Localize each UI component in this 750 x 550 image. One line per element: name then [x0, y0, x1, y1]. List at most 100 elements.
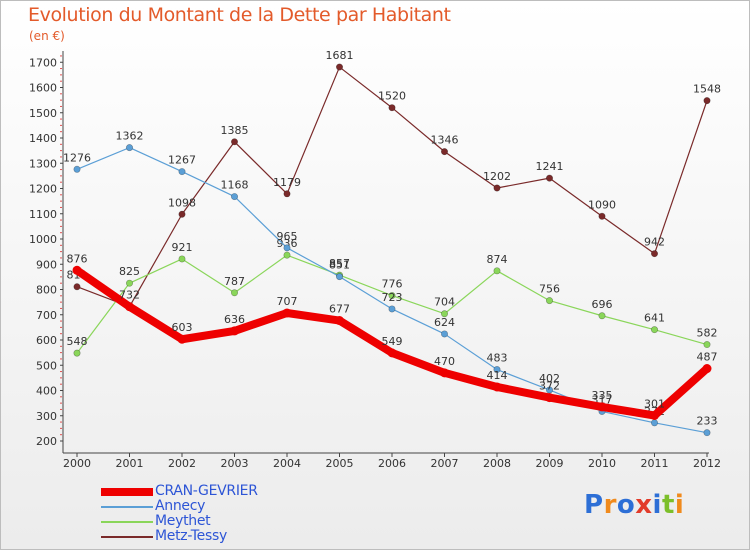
data-point-meythet: [126, 279, 134, 287]
data-label-meythet: 582: [697, 327, 718, 340]
data-point-meythet: [703, 341, 711, 349]
data-label-metz-tessy: 1202: [483, 170, 511, 183]
data-label-cran-gevrier: 732: [119, 289, 140, 302]
data-label-annecy: 1276: [63, 151, 91, 164]
x-tick-label: 2000: [63, 457, 91, 470]
data-label-meythet: 787: [224, 275, 245, 288]
data-point-metz-tessy: [440, 148, 448, 156]
data-point-cran-gevrier: [72, 265, 82, 275]
data-label-metz-tessy: 1090: [588, 198, 616, 211]
data-point-cran-gevrier: [387, 348, 397, 358]
data-label-cran-gevrier: 335: [592, 389, 613, 402]
data-label-meythet: 641: [644, 312, 665, 325]
x-tick-label: 2005: [326, 457, 354, 470]
y-tick-label: 300: [36, 410, 57, 423]
data-label-meythet: 825: [119, 265, 140, 278]
data-point-meythet: [283, 251, 291, 259]
data-label-meythet: 776: [382, 278, 403, 291]
data-point-cran-gevrier: [545, 393, 554, 403]
logo-letter: r: [603, 490, 617, 520]
logo-letter: t: [661, 490, 675, 520]
x-tick-label: 2001: [116, 457, 144, 470]
data-label-cran-gevrier: 636: [224, 313, 245, 326]
legend-swatch: [101, 488, 153, 496]
data-label-metz-tessy: 1385: [221, 124, 249, 137]
series-line-metz-tessy: [76, 66, 708, 308]
x-tick-label: 2003: [221, 457, 249, 470]
data-point-cran-gevrier: [335, 316, 344, 326]
data-point-annecy: [388, 305, 396, 313]
y-tick-label: 500: [36, 359, 57, 372]
y-tick-label: 400: [36, 385, 57, 398]
data-label-metz-tessy: 1520: [378, 90, 406, 103]
data-point-cran-gevrier: [702, 364, 712, 374]
data-label-metz-tessy: 1241: [536, 160, 564, 173]
data-point-cran-gevrier: [440, 368, 449, 378]
legend-label: CRAN-GEVRIER: [155, 483, 258, 499]
data-point-annecy: [178, 168, 186, 176]
data-label-annecy: 402: [539, 372, 560, 385]
chart-title: Evolution du Montant de la Dette par Hab…: [28, 4, 451, 26]
data-label-annecy: 624: [434, 316, 455, 329]
data-point-meythet: [545, 297, 553, 305]
data-point-meythet: [493, 267, 501, 275]
data-point-annecy: [703, 429, 711, 437]
data-label-annecy: 1267: [168, 154, 196, 167]
legend-swatch: [101, 506, 153, 508]
data-label-metz-tessy: 1548: [693, 83, 721, 96]
legend-swatch: [101, 536, 153, 538]
y-tick-label: 900: [36, 258, 57, 271]
data-label-meythet: 756: [539, 283, 560, 296]
y-tick-label: 1500: [29, 107, 57, 120]
data-label-metz-tessy: 1681: [326, 49, 354, 62]
data-point-metz-tessy: [231, 138, 239, 146]
data-point-annecy: [650, 419, 658, 427]
logo-letter: i: [674, 490, 685, 520]
data-label-metz-tessy: 1346: [431, 134, 459, 147]
x-tick-label: 2010: [588, 457, 616, 470]
data-label-metz-tessy: 1179: [273, 176, 301, 189]
x-tick-label: 2002: [168, 457, 196, 470]
data-label-metz-tessy: 1098: [168, 196, 196, 209]
data-point-metz-tessy: [388, 104, 396, 112]
data-point-metz-tessy: [598, 212, 606, 220]
data-point-cran-gevrier: [492, 382, 502, 392]
logo-letter: i: [652, 490, 662, 520]
data-point-metz-tessy: [178, 210, 186, 218]
data-point-annecy: [231, 193, 239, 201]
logo-letter: o: [616, 490, 636, 520]
data-point-meythet: [388, 292, 396, 300]
data-label-cran-gevrier: 414: [487, 369, 508, 382]
logo-letter: x: [635, 490, 653, 520]
data-point-metz-tessy: [703, 97, 711, 105]
data-point-cran-gevrier: [282, 308, 292, 318]
y-tick-label: 1700: [29, 56, 57, 69]
y-tick-label: 700: [36, 309, 57, 322]
x-tick-label: 2007: [431, 457, 459, 470]
x-tick-label: 2009: [536, 457, 564, 470]
y-tick-label: 1400: [29, 132, 57, 145]
y-tick-label: 600: [36, 334, 57, 347]
data-label-meythet: 857: [329, 257, 350, 270]
data-label-meythet: 936: [277, 237, 298, 250]
data-point-cran-gevrier: [650, 410, 659, 420]
legend-label: Meythet: [155, 513, 211, 529]
data-point-meythet: [650, 326, 658, 334]
data-label-annecy: 965: [277, 230, 298, 243]
x-tick-label: 2008: [483, 457, 511, 470]
data-label-annecy: 1362: [116, 130, 144, 143]
data-label-cran-gevrier: 876: [67, 252, 88, 265]
data-label-meythet: 704: [434, 296, 455, 309]
data-point-meythet: [73, 349, 81, 357]
data-label-annecy: 851: [329, 259, 350, 272]
data-label-cran-gevrier: 487: [697, 351, 718, 364]
data-label-meythet: 874: [487, 253, 508, 266]
y-tick-label: 800: [36, 284, 57, 297]
data-point-metz-tessy: [493, 184, 501, 192]
data-point-metz-tessy: [335, 63, 343, 71]
x-tick-label: 2004: [273, 457, 301, 470]
data-label-cran-gevrier: 549: [382, 335, 403, 348]
data-label-annecy: 723: [382, 291, 403, 304]
legend-label: Annecy: [155, 498, 206, 514]
